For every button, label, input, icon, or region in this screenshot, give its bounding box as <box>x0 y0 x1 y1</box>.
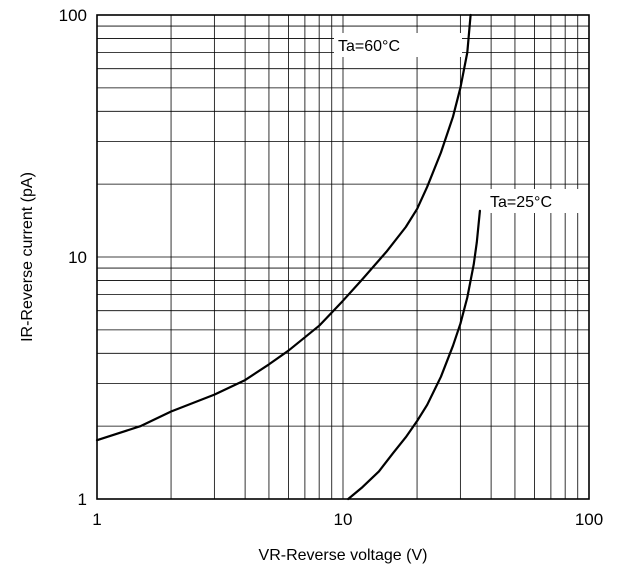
plot-frame <box>96 14 590 500</box>
x-tick-label: 10 <box>334 510 353 529</box>
series-label-2: Ta=25°C <box>490 194 552 211</box>
y-tick-label: 1 <box>78 490 87 509</box>
series-curve-1 <box>95 13 472 442</box>
y-tick-label: 10 <box>68 248 87 267</box>
x-axis-title: VR-Reverse voltage (V) <box>259 547 428 564</box>
x-tick-label: 1 <box>92 510 101 529</box>
y-tick-label: 100 <box>59 6 87 25</box>
curves: Ta=60°C Ta=25°C <box>95 13 582 501</box>
x-tick-label: 100 <box>575 510 603 529</box>
series-label-background <box>334 33 462 57</box>
series-label-background <box>486 189 582 213</box>
series-curve-2 <box>347 209 481 501</box>
tick-labels: 1 10 100 1 10 100 <box>59 6 604 529</box>
y-axis-title: IR-Reverse current (pA) <box>19 172 36 342</box>
grid <box>97 15 589 499</box>
series-label-1: Ta=60°C <box>338 38 400 55</box>
